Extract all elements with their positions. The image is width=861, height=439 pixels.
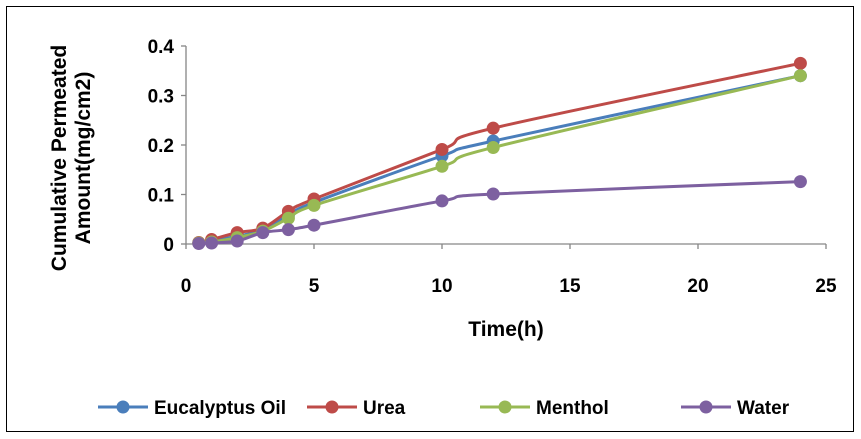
y-tick-label: 0.2 xyxy=(148,136,174,157)
y-tick-label: 0.1 xyxy=(148,186,175,207)
legend: Eucalyptus Oil Urea Menthol Water xyxy=(98,398,790,419)
y-axis-title-line-1: Cumulative Permeated xyxy=(48,45,71,271)
data-point-menthol xyxy=(307,198,321,212)
data-point-urea xyxy=(793,56,807,70)
legend-label: Menthol xyxy=(536,398,609,419)
legend-label: Eucalyptus Oil xyxy=(154,398,286,419)
y-tick-label: 0.4 xyxy=(148,37,175,58)
data-point-menthol xyxy=(281,211,295,225)
y-tick-label: 0 xyxy=(163,235,174,256)
data-point-urea xyxy=(435,142,449,156)
data-point-menthol xyxy=(435,159,449,173)
data-point-water xyxy=(486,187,500,201)
data-point-water xyxy=(230,234,244,248)
x-tick-label: 25 xyxy=(815,276,837,297)
legend-item-eucalyptus-oil: Eucalyptus Oil xyxy=(98,398,286,419)
data-point-water xyxy=(256,226,270,240)
y-tick-label: 0.3 xyxy=(148,87,174,108)
data-point-water xyxy=(435,194,449,208)
data-point-menthol xyxy=(793,69,807,83)
series-layer xyxy=(192,56,807,251)
data-point-water xyxy=(192,237,206,251)
x-tick-label: 10 xyxy=(431,276,452,297)
y-axis-title-line-2: Amount(mg/cm2) xyxy=(72,72,95,245)
legend-label: Urea xyxy=(363,398,406,419)
data-point-water xyxy=(793,175,807,189)
legend-swatch-marker xyxy=(325,400,339,414)
x-tick-label: 5 xyxy=(309,276,320,297)
x-axis-title: Time(h) xyxy=(468,318,543,341)
data-point-water xyxy=(307,218,321,232)
data-point-menthol xyxy=(486,140,500,154)
x-tick-label: 20 xyxy=(687,276,708,297)
legend-item-menthol: Menthol xyxy=(480,398,609,419)
data-point-water xyxy=(281,223,295,237)
data-point-water xyxy=(205,236,219,250)
chart-frame xyxy=(6,6,854,432)
legend-item-urea: Urea xyxy=(307,398,406,419)
y-axis-title-group: Cumulative Permeated Amount(mg/cm2) xyxy=(48,45,95,271)
axes: 0 0.1 0.2 0.3 0.4 0 5 10 15 20 25 xyxy=(148,37,837,297)
legend-label: Water xyxy=(737,398,790,419)
legend-swatch-marker xyxy=(699,400,713,414)
legend-item-water: Water xyxy=(681,398,790,419)
legend-swatch-marker xyxy=(116,400,130,414)
x-tick-label: 0 xyxy=(181,276,192,297)
data-point-urea xyxy=(486,121,500,135)
legend-swatch-marker xyxy=(498,400,512,414)
x-tick-label: 15 xyxy=(559,276,581,297)
